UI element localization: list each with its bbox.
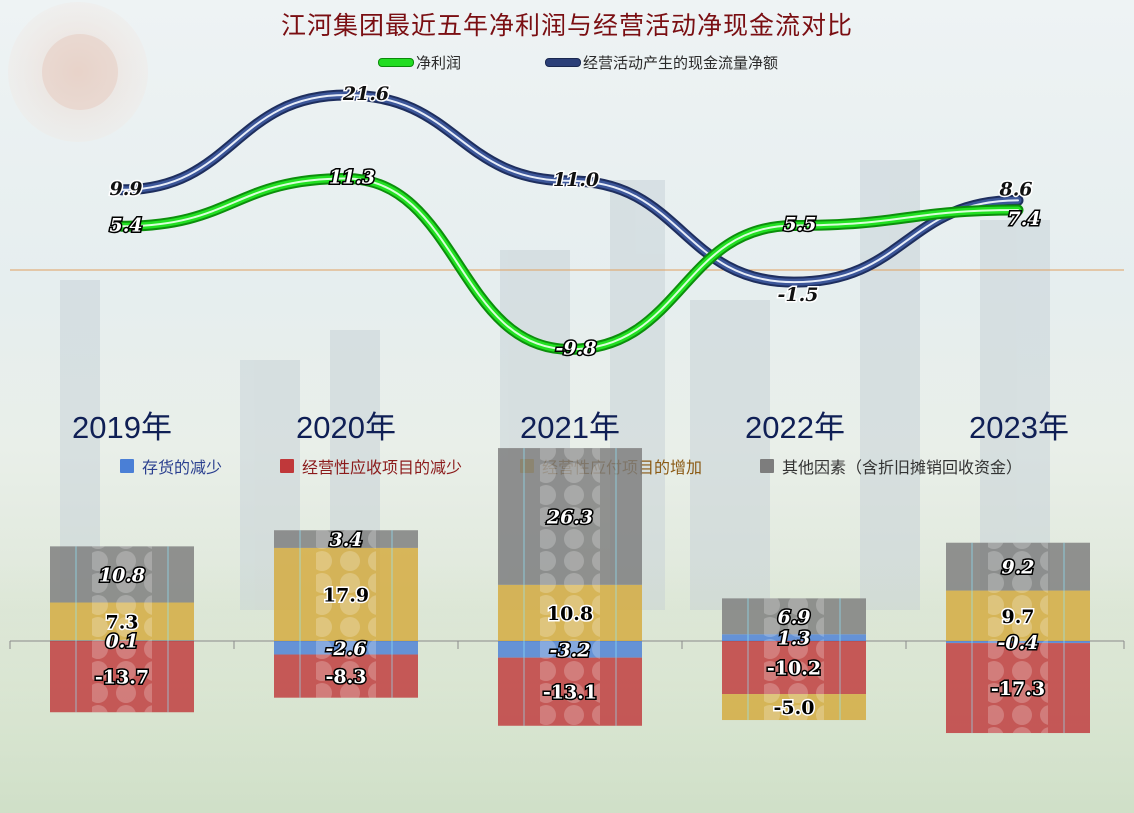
data-label-operating-cash-flow-2023: 8.6 xyxy=(998,178,1032,200)
legend-label-other: 其他因素（含折旧摊销回收资金） xyxy=(782,458,1023,477)
bar-segment-texture xyxy=(540,584,600,641)
legend-receivables-decrease[interactable]: 经营性应收项目的减少 xyxy=(280,454,462,478)
legend-swatch-operating-cash-flow xyxy=(545,58,581,67)
data-label-operating-cash-flow-2021: 11.0 xyxy=(553,169,599,191)
bar-segment-texture xyxy=(764,634,824,641)
bar-label-payables-2019年: 7.3 xyxy=(105,612,138,634)
bar-label-payables-2021年: 10.8 xyxy=(547,603,593,625)
bar-label-other-2023年: 9.2 xyxy=(1001,557,1034,579)
bar-segment-texture xyxy=(764,641,824,695)
bar-segment-texture xyxy=(540,448,600,585)
bar-label-inventory-2021年: -3.2 xyxy=(550,639,591,661)
bar-segment-texture xyxy=(92,640,152,641)
legend-swatch-receivables xyxy=(280,459,294,473)
year-label-2022: 2022年 xyxy=(745,410,845,445)
line-chart-layer: 9.9 21.6 11.0 -1.5 8.6 5.4 11.3 -9.8 5.5 7.4 xyxy=(10,82,1124,361)
legend-swatch-net-profit xyxy=(378,58,414,67)
bar-segment-texture xyxy=(988,590,1048,641)
series-line-net-profit-outer xyxy=(116,172,1024,355)
data-label-net-profit-2019: 5.4 xyxy=(109,214,142,236)
bar-segment-texture xyxy=(316,641,376,655)
bar-label-receivables-2023年: -17.3 xyxy=(991,678,1045,700)
bar-label-receivables-2019年: -13.7 xyxy=(95,667,149,689)
bar-label-payables-2022年: -5.0 xyxy=(774,697,815,719)
bar-segment-texture xyxy=(316,530,376,548)
bar-label-receivables-2020年: -8.3 xyxy=(326,666,367,688)
bar-segment-texture xyxy=(540,657,600,726)
bar-label-inventory-2023年: -0.4 xyxy=(998,632,1039,654)
legend-label-operating-cash-flow: 经营活动产生的现金流量净额 xyxy=(583,54,779,72)
bar-segment-texture xyxy=(988,542,1048,591)
bar-segment-texture xyxy=(764,598,824,635)
bar-segment-texture xyxy=(316,654,376,698)
legend-net-profit[interactable]: 净利润 xyxy=(378,52,461,73)
data-label-net-profit-2020: 11.3 xyxy=(329,166,375,188)
legend-label-inventory: 存货的减少 xyxy=(142,458,223,477)
data-label-net-profit-2023: 7.4 xyxy=(1007,208,1040,230)
year-label-2021: 2021年 xyxy=(520,410,620,445)
series-line-net-profit xyxy=(118,174,1022,353)
bar-label-payables-2020年: 17.9 xyxy=(323,584,369,606)
bar-label-other-2020年: 3.4 xyxy=(329,529,362,551)
data-label-net-profit-2022: 5.5 xyxy=(783,213,816,235)
data-label-operating-cash-flow-2020: 21.6 xyxy=(342,83,389,105)
bar-chart-layer: 0.1 -13.7 7.3 10.8 -2.6 -8.3 17.9 3.4 -3.2 -13.1 1… xyxy=(9,448,1125,734)
bar-label-other-2019年: 10.8 xyxy=(99,564,145,586)
bar-label-payables-2023年: 9.7 xyxy=(1001,606,1034,628)
bar-label-other-2022年: 6.9 xyxy=(777,606,810,628)
bar-segment-texture xyxy=(988,643,1048,734)
bar-segment-texture xyxy=(316,547,376,641)
legend-swatch-other xyxy=(760,459,774,473)
legend-inventory-decrease[interactable]: 存货的减少 xyxy=(120,454,222,478)
series-line-operating-cash-flow-highlight xyxy=(121,94,1019,284)
bar-label-inventory-2019年: 0.1 xyxy=(105,631,138,653)
legend-swatch-inventory xyxy=(120,459,134,473)
bar-label-inventory-2022年: 1.3 xyxy=(777,628,810,650)
year-label-2020: 2020年 xyxy=(296,410,396,445)
bar-segment-texture xyxy=(988,641,1048,644)
legend-label-net-profit: 净利润 xyxy=(416,54,462,72)
bar-segment-texture xyxy=(764,694,824,721)
bar-label-other-2021年: 26.3 xyxy=(546,506,593,528)
bar-segment-texture xyxy=(92,546,152,603)
bar-segment-texture xyxy=(540,641,600,658)
chart-title: 江河集团最近五年净利润与经营活动净现金流对比 xyxy=(280,11,853,40)
data-label-net-profit-2021: -9.8 xyxy=(556,337,597,359)
bar-label-receivables-2022年: -10.2 xyxy=(767,658,821,680)
year-label-2019: 2019年 xyxy=(72,410,172,445)
bar-segment-texture xyxy=(92,602,152,641)
legend-label-receivables: 经营性应收项目的减少 xyxy=(302,458,463,477)
series-line-net-profit-highlight xyxy=(121,177,1019,351)
legend-operating-cash-flow[interactable]: 经营活动产生的现金流量净额 xyxy=(545,52,778,73)
year-label-2023: 2023年 xyxy=(969,410,1069,445)
bar-label-receivables-2021年: -13.1 xyxy=(543,682,597,704)
legend-other-factors[interactable]: 其他因素（含折旧摊销回收资金） xyxy=(760,454,1022,478)
bar-segment-texture xyxy=(92,641,152,713)
data-label-operating-cash-flow-2019: 9.9 xyxy=(109,178,142,200)
data-label-operating-cash-flow-2022: -1.5 xyxy=(778,284,819,306)
bar-label-inventory-2020年: -2.6 xyxy=(326,638,367,660)
